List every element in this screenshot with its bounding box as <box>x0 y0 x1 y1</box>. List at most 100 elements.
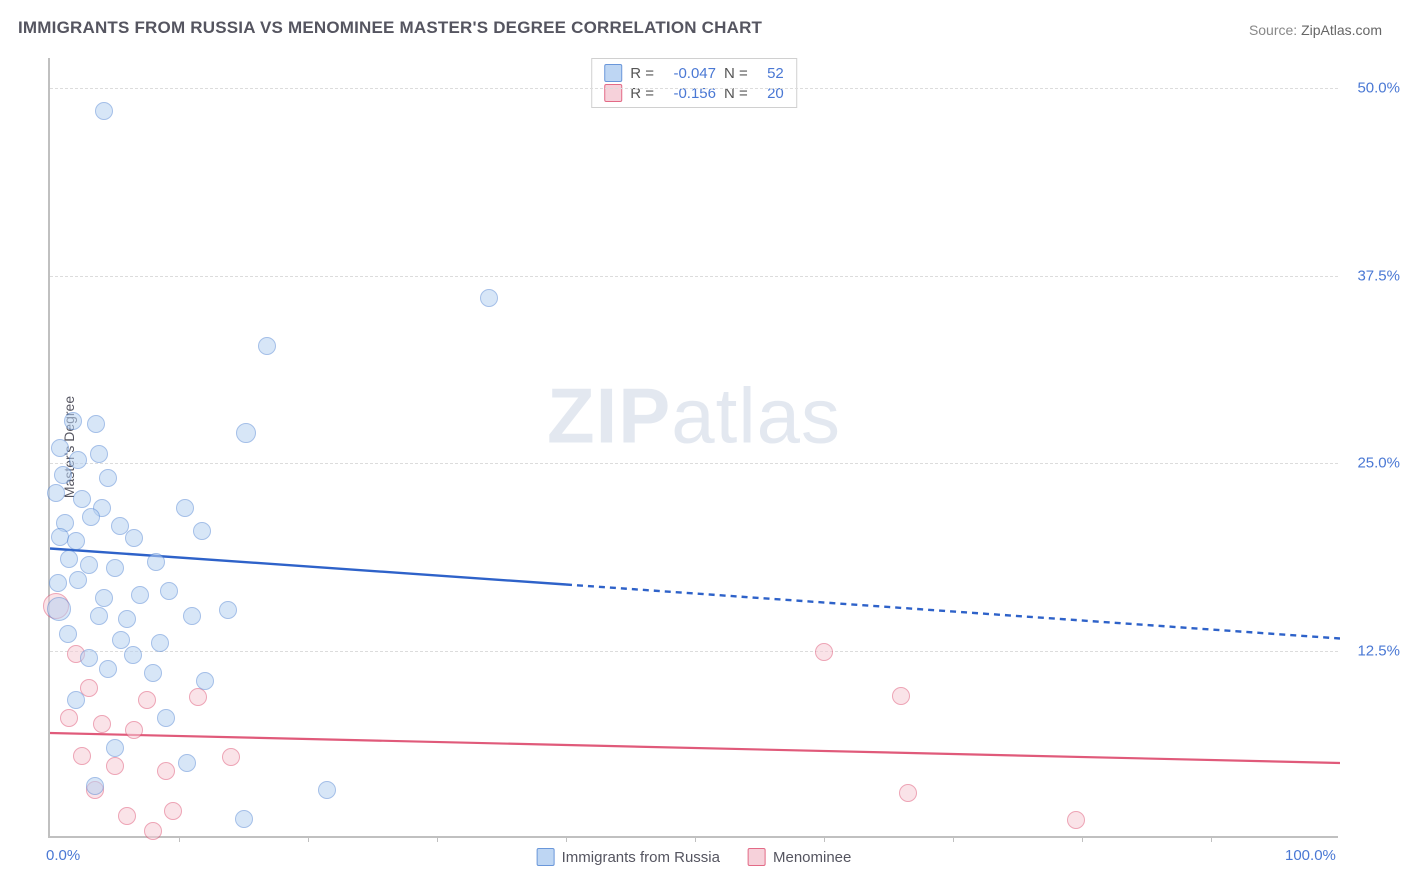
legend-swatch-icon <box>604 64 622 82</box>
data-point <box>95 589 113 607</box>
data-point <box>160 582 178 600</box>
data-point <box>67 532 85 550</box>
x-tick-mark <box>308 836 309 842</box>
data-point <box>219 601 237 619</box>
x-tick-mark <box>437 836 438 842</box>
data-point <box>235 810 253 828</box>
data-point <box>60 550 78 568</box>
data-point <box>86 777 104 795</box>
data-point <box>47 597 71 621</box>
data-point <box>189 688 207 706</box>
data-point <box>196 672 214 690</box>
data-point <box>193 522 211 540</box>
trend-lines <box>50 58 1340 838</box>
data-point <box>124 646 142 664</box>
data-point <box>69 571 87 589</box>
y-tick-label: 50.0% <box>1357 80 1400 97</box>
data-point <box>106 559 124 577</box>
gridline <box>50 276 1338 277</box>
data-point <box>144 822 162 840</box>
data-point <box>73 490 91 508</box>
data-point <box>47 484 65 502</box>
data-point <box>892 687 910 705</box>
gridline <box>50 463 1338 464</box>
source-attribution: Source: ZipAtlas.com <box>1249 22 1382 38</box>
y-tick-label: 12.5% <box>1357 642 1400 659</box>
data-point <box>99 469 117 487</box>
x-tick-mark <box>824 836 825 842</box>
legend-label: Menominee <box>773 849 851 866</box>
data-point <box>144 664 162 682</box>
source-label: Source: <box>1249 22 1297 38</box>
x-tick-mark <box>566 836 567 842</box>
data-point <box>49 574 67 592</box>
data-point <box>125 721 143 739</box>
data-point <box>151 634 169 652</box>
legend-item: Menominee <box>748 848 851 866</box>
data-point <box>118 807 136 825</box>
data-point <box>87 415 105 433</box>
legend-swatch-icon <box>748 848 766 866</box>
legend-item: Immigrants from Russia <box>537 848 720 866</box>
data-point <box>60 709 78 727</box>
data-point <box>90 445 108 463</box>
data-point <box>106 739 124 757</box>
x-tick-mark <box>1082 836 1083 842</box>
data-point <box>183 607 201 625</box>
data-point <box>176 499 194 517</box>
data-point <box>138 691 156 709</box>
data-point <box>90 607 108 625</box>
r-value: -0.047 <box>662 65 716 82</box>
stats-legend-row: R = -0.156 N = 20 <box>604 83 784 103</box>
legend-label: Immigrants from Russia <box>562 849 720 866</box>
data-point <box>815 643 833 661</box>
watermark: ZIPatlas <box>547 370 841 461</box>
data-point <box>1067 811 1085 829</box>
data-point <box>899 784 917 802</box>
data-point <box>164 802 182 820</box>
x-tick-mark <box>179 836 180 842</box>
legend-swatch-icon <box>537 848 555 866</box>
x-tick-mark <box>695 836 696 842</box>
data-point <box>80 649 98 667</box>
data-point <box>258 337 276 355</box>
data-point <box>67 691 85 709</box>
data-point <box>118 610 136 628</box>
data-point <box>59 625 77 643</box>
x-tick-label: 0.0% <box>46 847 80 864</box>
stats-legend: R = -0.047 N = 52 R = -0.156 N = 20 <box>591 58 797 108</box>
data-point <box>178 754 196 772</box>
chart-container: IMMIGRANTS FROM RUSSIA VS MENOMINEE MAST… <box>0 0 1406 892</box>
data-point <box>99 660 117 678</box>
stats-legend-row: R = -0.047 N = 52 <box>604 63 784 83</box>
x-tick-mark <box>953 836 954 842</box>
plot-area: Master's Degree ZIPatlas R = -0.047 N = … <box>48 58 1338 838</box>
data-point <box>73 747 91 765</box>
data-point <box>131 586 149 604</box>
n-value: 52 <box>756 65 784 82</box>
data-point <box>69 451 87 469</box>
data-point <box>147 553 165 571</box>
r-label: R = <box>630 65 654 82</box>
data-point <box>157 762 175 780</box>
data-point <box>157 709 175 727</box>
bottom-legend: Immigrants from Russia Menominee <box>537 848 852 866</box>
data-point <box>318 781 336 799</box>
data-point <box>54 466 72 484</box>
legend-swatch-icon <box>604 84 622 102</box>
data-point <box>222 748 240 766</box>
gridline <box>50 88 1338 89</box>
chart-title: IMMIGRANTS FROM RUSSIA VS MENOMINEE MAST… <box>18 18 762 38</box>
data-point <box>64 412 82 430</box>
y-tick-label: 25.0% <box>1357 455 1400 472</box>
data-point <box>82 508 100 526</box>
y-tick-label: 37.5% <box>1357 267 1400 284</box>
data-point <box>125 529 143 547</box>
data-point <box>95 102 113 120</box>
data-point <box>480 289 498 307</box>
n-label: N = <box>724 65 748 82</box>
data-point <box>236 423 256 443</box>
source-value: ZipAtlas.com <box>1301 22 1382 38</box>
data-point <box>93 715 111 733</box>
data-point <box>106 757 124 775</box>
